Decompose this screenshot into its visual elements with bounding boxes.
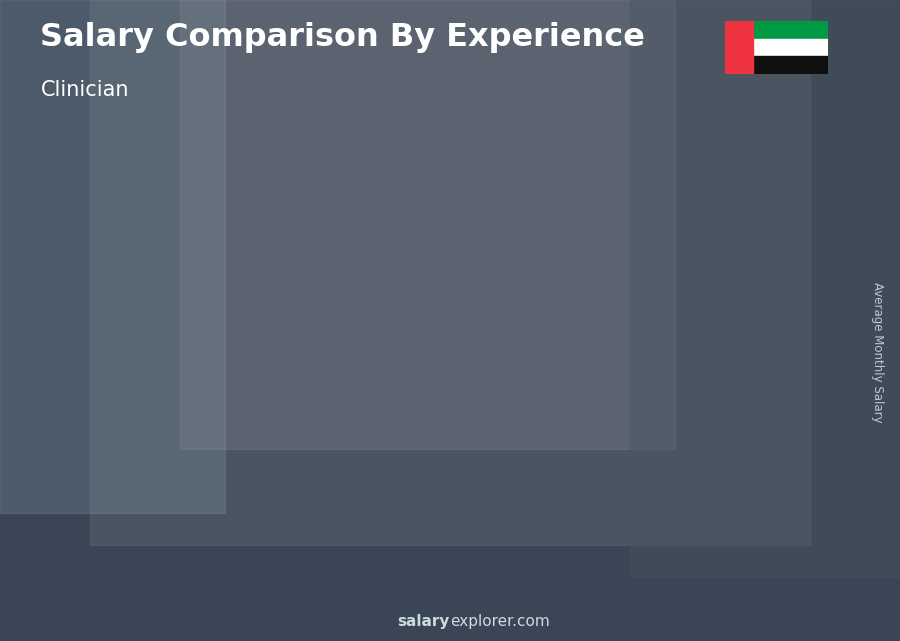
Bar <box>73 427 148 570</box>
Text: 17,000 AED: 17,000 AED <box>65 435 143 448</box>
Bar <box>724 21 828 38</box>
Text: 20,900 AED: 20,900 AED <box>194 404 272 417</box>
Bar <box>716 230 791 570</box>
Bar <box>630 0 900 577</box>
Bar <box>588 249 662 254</box>
Text: Clinician: Clinician <box>40 80 129 100</box>
Bar <box>716 230 725 570</box>
Bar <box>330 320 340 570</box>
Text: +23%: +23% <box>145 334 203 352</box>
Bar <box>399 320 405 570</box>
Bar <box>459 278 469 570</box>
Bar <box>724 38 828 56</box>
Text: explorer.com: explorer.com <box>450 615 550 629</box>
Bar <box>202 394 276 570</box>
Text: 29,600 AED: 29,600 AED <box>322 335 400 348</box>
Bar <box>724 56 828 74</box>
Text: 40,200 AED: 40,200 AED <box>708 251 786 263</box>
Text: +17%: +17% <box>402 204 460 222</box>
Bar <box>656 249 662 570</box>
Bar <box>202 394 211 570</box>
Text: Salary Comparison By Experience: Salary Comparison By Experience <box>40 22 645 53</box>
Bar <box>588 249 662 570</box>
Bar <box>0 0 225 513</box>
Bar <box>90 0 810 545</box>
Text: 34,600 AED: 34,600 AED <box>451 296 529 308</box>
Bar <box>202 394 276 397</box>
Bar <box>330 320 405 324</box>
Bar <box>73 427 83 570</box>
Bar <box>271 394 276 570</box>
Text: +10%: +10% <box>531 180 589 198</box>
Text: +42%: +42% <box>274 232 332 250</box>
Text: Average Monthly Salary: Average Monthly Salary <box>871 282 884 423</box>
Text: 38,000 AED: 38,000 AED <box>580 268 657 281</box>
Bar <box>180 0 675 449</box>
Bar <box>330 320 405 570</box>
Bar <box>785 230 791 570</box>
Bar <box>142 427 148 570</box>
Text: salary: salary <box>398 615 450 629</box>
Bar <box>724 21 752 74</box>
Bar <box>716 230 791 237</box>
Bar <box>459 278 534 283</box>
Text: +6%: +6% <box>665 165 711 183</box>
Bar <box>459 278 534 570</box>
Bar <box>588 249 598 570</box>
Bar <box>73 427 148 429</box>
Bar <box>527 278 534 570</box>
